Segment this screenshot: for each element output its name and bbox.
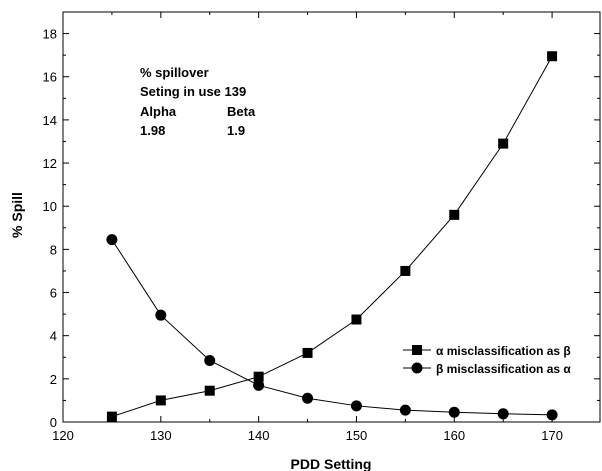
data-point-circle [350, 400, 362, 412]
legend: α misclassification as β β misclassifica… [403, 344, 571, 376]
data-point-square [547, 51, 558, 62]
plot-frame [62, 11, 601, 423]
data-point-circle [155, 309, 167, 321]
y-tick-label: 4 [50, 329, 57, 344]
data-point-circle [497, 408, 509, 420]
annotation-line2: Seting in use 139 [140, 84, 246, 99]
data-point-square [106, 411, 117, 422]
series-layer [106, 51, 558, 422]
annotation-alpha-label: Alpha [140, 104, 177, 119]
y-tick-label: 18 [43, 27, 57, 42]
annotation-line1: % spillover [140, 65, 209, 80]
x-tick-label: 120 [52, 428, 74, 443]
data-point-square [302, 347, 313, 358]
legend-label-alpha: α misclassification as β [436, 344, 571, 358]
annotation-alpha-value: 1.98 [140, 123, 165, 138]
y-tick-label: 16 [43, 70, 57, 85]
legend-square-marker [412, 345, 422, 355]
data-point-square [498, 138, 509, 149]
data-point-circle [253, 379, 265, 391]
data-point-square [400, 265, 411, 276]
series-line-0 [111, 55, 553, 418]
y-tick-label: 12 [43, 156, 57, 171]
data-point-circle [448, 406, 460, 418]
y-tick-label: 8 [50, 242, 57, 257]
y-tick-label: 14 [43, 113, 57, 128]
data-point-circle [546, 409, 558, 421]
data-point-circle [399, 404, 411, 416]
legend-label-beta: β misclassification as α [436, 362, 571, 376]
x-tick-label: 130 [150, 428, 172, 443]
x-tick-label: 170 [541, 428, 563, 443]
x-tick-label: 140 [248, 428, 270, 443]
data-point-square [253, 371, 264, 382]
x-tick-label: 160 [443, 428, 465, 443]
x-tick-label: 150 [346, 428, 368, 443]
y-tick-label: 6 [50, 286, 57, 301]
annotation-beta-label: Beta [227, 104, 256, 119]
y-tick-label: 10 [43, 199, 57, 214]
legend-circle-marker [411, 362, 423, 374]
data-point-square [449, 209, 460, 220]
y-axis-label: % Spill [9, 192, 25, 238]
spillover-annotation: % spillover Seting in use 139 Alpha Beta… [140, 65, 256, 138]
axis-ticks: 120 130 140 150 160 170 0 2 4 6 8 10 12 14 16 18 [43, 12, 600, 443]
data-point-square [351, 314, 362, 325]
annotation-beta-value: 1.9 [227, 123, 245, 138]
data-point-circle [302, 392, 314, 404]
data-point-square [155, 395, 166, 406]
data-point-circle [106, 234, 118, 246]
data-point-circle [204, 355, 216, 366]
series-line-1 [111, 239, 553, 416]
axes-frame [62, 11, 601, 423]
y-tick-label: 0 [50, 415, 57, 430]
y-tick-label: 2 [50, 372, 57, 387]
x-axis-label: PDD Setting [291, 456, 372, 471]
data-point-square [204, 385, 215, 396]
